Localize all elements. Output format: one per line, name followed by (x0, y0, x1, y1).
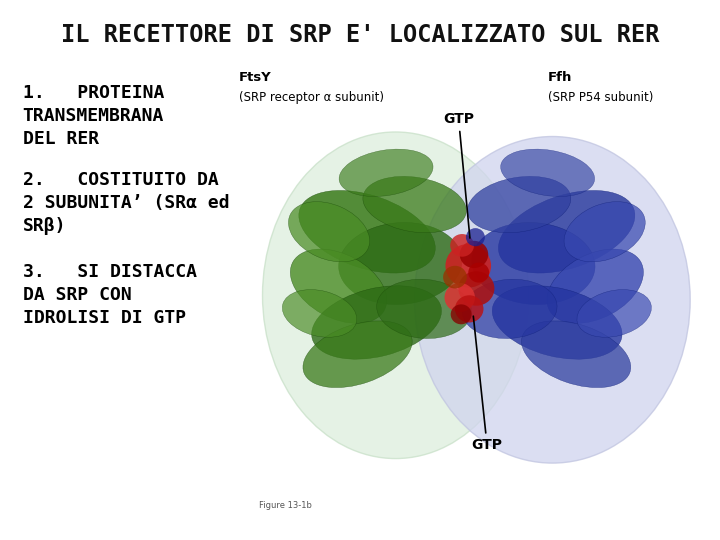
Ellipse shape (363, 177, 467, 233)
Circle shape (443, 266, 467, 288)
Ellipse shape (338, 222, 462, 305)
Circle shape (444, 283, 475, 312)
Text: Figure 13-1b: Figure 13-1b (259, 501, 312, 510)
Circle shape (468, 262, 489, 282)
Text: (SRP receptor α subunit): (SRP receptor α subunit) (239, 91, 384, 104)
Circle shape (459, 271, 495, 306)
Text: 2.   COSTITUITO DA
2 SUBUNITA’ (SRα ed
SRβ): 2. COSTITUITO DA 2 SUBUNITA’ (SRα ed SRβ… (23, 171, 229, 235)
Ellipse shape (472, 222, 595, 305)
Text: Ffh: Ffh (548, 71, 572, 84)
Ellipse shape (467, 177, 571, 233)
Circle shape (455, 295, 484, 322)
Ellipse shape (547, 249, 644, 323)
Text: GTP: GTP (472, 316, 503, 453)
Ellipse shape (312, 286, 441, 359)
Circle shape (466, 228, 485, 246)
Ellipse shape (521, 321, 631, 388)
Ellipse shape (303, 321, 412, 388)
Text: IL RECETTORE DI SRP E' LOCALIZZATO SUL RER: IL RECETTORE DI SRP E' LOCALIZZATO SUL R… (60, 23, 660, 48)
Ellipse shape (500, 149, 595, 197)
Ellipse shape (289, 201, 369, 262)
Circle shape (450, 234, 474, 256)
Circle shape (451, 305, 472, 325)
Ellipse shape (377, 279, 472, 339)
Ellipse shape (415, 137, 690, 463)
Text: 1.   PROTEINA
TRANSMEMBRANA
DEL RER: 1. PROTEINA TRANSMEMBRANA DEL RER (23, 84, 164, 148)
Ellipse shape (577, 289, 652, 338)
Ellipse shape (282, 289, 357, 338)
Ellipse shape (492, 286, 622, 359)
Ellipse shape (339, 149, 433, 197)
Ellipse shape (564, 201, 645, 262)
Ellipse shape (462, 279, 557, 339)
Circle shape (460, 241, 488, 268)
Ellipse shape (299, 191, 436, 273)
Circle shape (446, 244, 491, 288)
Text: FtsY: FtsY (239, 71, 271, 84)
Text: 3.   SI DISTACCA
DA SRP CON
IDROLISI DI GTP: 3. SI DISTACCA DA SRP CON IDROLISI DI GT… (23, 263, 197, 327)
Text: (SRP P54 subunit): (SRP P54 subunit) (548, 91, 653, 104)
Ellipse shape (290, 249, 387, 323)
Ellipse shape (263, 132, 528, 458)
Ellipse shape (498, 191, 635, 273)
Text: GTP: GTP (443, 112, 474, 238)
